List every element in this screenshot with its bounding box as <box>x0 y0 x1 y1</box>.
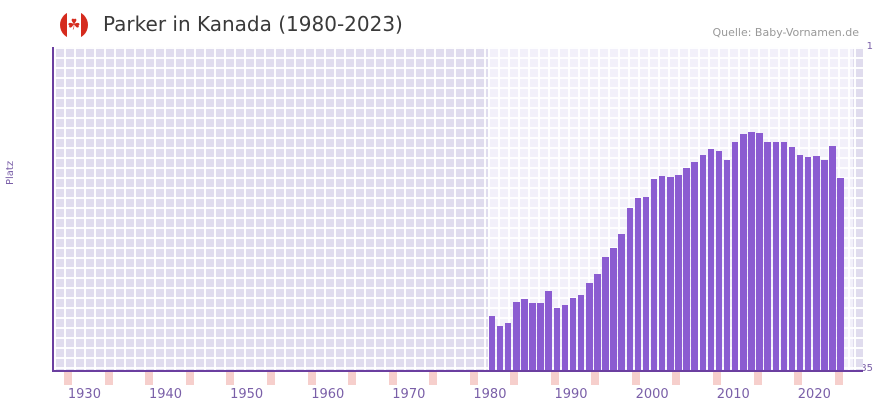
x-tick-minor <box>388 372 397 385</box>
bar <box>626 208 634 370</box>
x-tick-minor <box>145 372 154 385</box>
x-tick-minor <box>64 372 73 385</box>
bar <box>772 141 780 370</box>
bar <box>569 298 577 370</box>
bar <box>618 234 625 370</box>
x-tick-minor <box>713 372 722 385</box>
x-axis-tick-label: 2000 <box>635 387 669 402</box>
bar <box>667 176 674 370</box>
maple-leaf-icon: ☘ <box>67 15 81 34</box>
bar <box>804 156 812 370</box>
x-axis-tick-label: 2020 <box>797 387 831 402</box>
source-label: Quelle: Baby-Vornamen.de <box>712 26 859 39</box>
x-axis-tick-label: 1930 <box>67 387 101 402</box>
bar <box>553 308 561 370</box>
plot-area <box>52 47 863 370</box>
bar <box>642 196 650 370</box>
bar <box>780 141 788 370</box>
bar <box>594 274 601 370</box>
bar <box>691 162 698 370</box>
bar <box>537 302 544 370</box>
bar <box>513 301 520 370</box>
bar <box>788 146 796 370</box>
flag-band-right <box>81 11 88 39</box>
x-axis-line <box>52 370 863 372</box>
chart-header: ☘ Parker in Kanada (1980-2023) Quelle: B… <box>0 0 873 47</box>
bar <box>650 179 658 370</box>
bar <box>731 142 739 370</box>
flag-band-left <box>60 11 67 39</box>
x-tick-minor <box>185 372 194 385</box>
bar <box>813 155 820 370</box>
x-axis-tick-label: 1940 <box>148 387 183 402</box>
y-axis-title: Platz <box>5 160 16 185</box>
x-tick-minor <box>429 372 438 385</box>
bar <box>577 294 585 370</box>
x-tick-minor <box>794 372 803 385</box>
bar <box>658 175 666 370</box>
x-tick-minor <box>469 372 478 385</box>
canada-flag-icon: ☘ <box>60 11 88 39</box>
bar <box>545 291 552 370</box>
bar <box>634 198 642 370</box>
bar <box>715 150 723 370</box>
page-title: Parker in Kanada (1980-2023) <box>103 12 403 36</box>
x-tick-minor <box>591 372 600 385</box>
x-tick-minor <box>631 372 640 385</box>
bar <box>496 326 504 370</box>
bar <box>748 131 755 370</box>
bar <box>821 159 828 370</box>
bar <box>675 174 682 370</box>
x-tick-minor <box>266 372 275 385</box>
y-axis-tick-top: 1 <box>866 41 873 52</box>
x-tick-minor <box>226 372 235 385</box>
bar <box>699 155 707 370</box>
x-tick-minor <box>550 372 559 385</box>
x-tick-minor <box>834 372 843 385</box>
bar <box>610 247 617 370</box>
bar <box>504 322 512 370</box>
bar <box>602 256 609 370</box>
bar <box>529 302 536 370</box>
bar <box>683 167 690 370</box>
bar <box>756 133 763 370</box>
bar <box>707 148 715 370</box>
bar <box>561 304 569 370</box>
bar <box>829 146 836 370</box>
bar <box>796 155 804 370</box>
x-axis-tick-label: 1980 <box>473 387 507 402</box>
x-axis-tick-label: 2010 <box>716 387 750 402</box>
x-tick-minor <box>104 372 113 385</box>
x-tick-minor <box>672 372 681 385</box>
bar <box>740 134 747 370</box>
bar <box>837 177 844 370</box>
x-tick-minor <box>510 372 519 385</box>
bar <box>521 299 528 370</box>
x-tick-minor <box>348 372 357 385</box>
bar <box>586 283 593 370</box>
x-axis-tick-label: 1950 <box>230 387 264 402</box>
bar <box>488 316 496 370</box>
x-axis-tick-label: 1990 <box>554 387 588 402</box>
bar <box>723 160 731 370</box>
x-axis-tick-label: 1960 <box>311 387 345 402</box>
bar <box>764 141 771 370</box>
x-tick-minor <box>307 372 316 385</box>
x-axis-tick-label: 1970 <box>392 387 426 402</box>
x-tick-minor <box>753 372 762 385</box>
